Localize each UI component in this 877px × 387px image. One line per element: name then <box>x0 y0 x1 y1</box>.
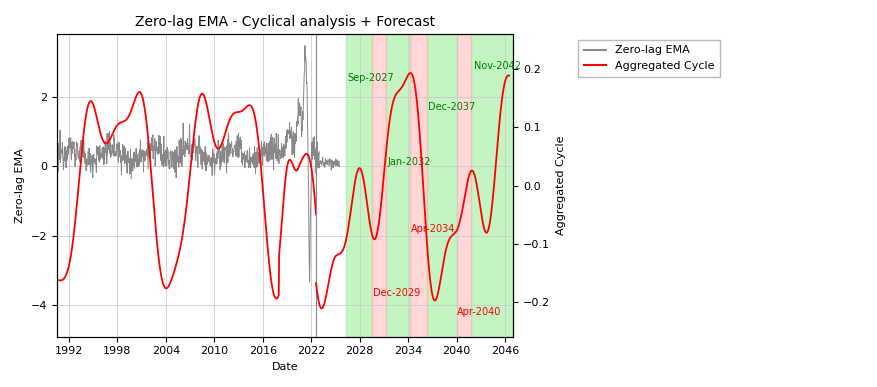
Text: Dec-2029: Dec-2029 <box>372 288 419 298</box>
Bar <box>410 34 426 337</box>
Text: Apr-2040: Apr-2040 <box>456 307 501 317</box>
Y-axis label: Zero-lag EMA: Zero-lag EMA <box>15 148 25 223</box>
Bar <box>456 34 471 337</box>
Legend: Zero-lag EMA, Aggregated Cycle: Zero-lag EMA, Aggregated Cycle <box>577 40 719 77</box>
Text: Sep-2027: Sep-2027 <box>347 73 394 83</box>
Text: Nov-2042: Nov-2042 <box>474 61 521 71</box>
Text: Apr-2034: Apr-2034 <box>410 224 454 234</box>
Text: Jan-2032: Jan-2032 <box>388 157 431 167</box>
X-axis label: Date: Date <box>271 362 298 372</box>
Text: Dec-2037: Dec-2037 <box>428 102 475 112</box>
Bar <box>386 34 410 337</box>
Y-axis label: Aggregated Cycle: Aggregated Cycle <box>555 136 565 235</box>
Bar <box>426 34 456 337</box>
Bar <box>371 34 386 337</box>
Title: Zero-lag EMA - Cyclical analysis + Forecast: Zero-lag EMA - Cyclical analysis + Forec… <box>135 15 434 29</box>
Bar <box>471 34 512 337</box>
Bar <box>346 34 371 337</box>
